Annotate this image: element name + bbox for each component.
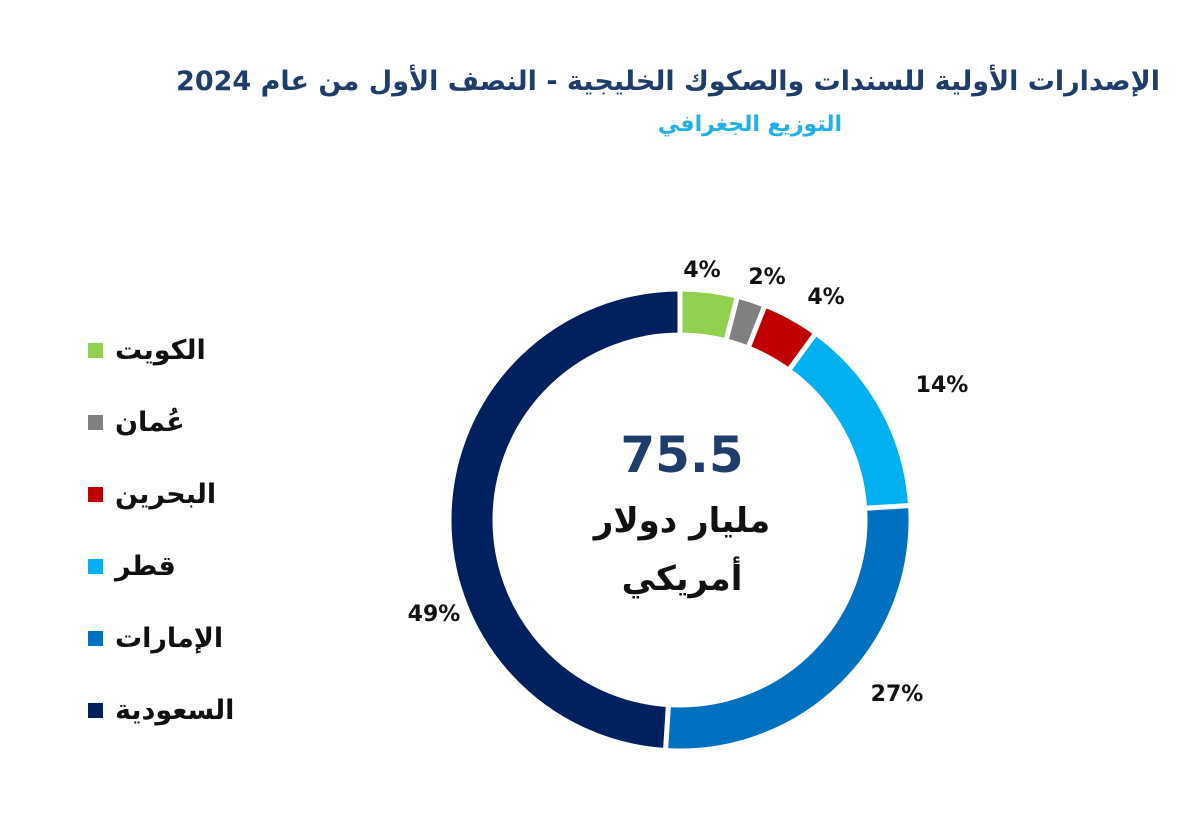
- center-label-line1: مليار دولار: [592, 501, 770, 541]
- legend-swatch: [88, 558, 103, 574]
- legend-item: عُمان: [88, 402, 185, 442]
- center-value: 75.5: [620, 426, 743, 484]
- legend-swatch: [88, 702, 103, 718]
- legend-swatch: [88, 414, 103, 430]
- slice-4: [785, 329, 914, 512]
- legend-item: السعودية: [88, 690, 234, 730]
- legend-item: الكويت: [88, 330, 206, 370]
- chart-subtitle: التوزيع الجغرافي: [657, 112, 843, 137]
- legend-label: الإمارات: [115, 622, 224, 654]
- legend-label: السعودية: [115, 694, 235, 726]
- data-label: 49%: [408, 602, 461, 627]
- data-label: 4%: [683, 258, 720, 283]
- legend-label: عُمان: [115, 406, 185, 438]
- data-label: 2%: [748, 265, 785, 290]
- legend-item: قطر: [88, 546, 176, 586]
- legend-item: الإمارات: [88, 618, 223, 658]
- legend-item: البحرين: [88, 474, 216, 514]
- legend-swatch: [88, 342, 103, 358]
- data-label: 27%: [871, 682, 924, 707]
- legend-swatch: [88, 486, 103, 502]
- legend-swatch: [88, 630, 103, 646]
- slice-6: [446, 286, 683, 754]
- chart-title: الإصدارات الأولية للسندات والصكوك الخليج…: [176, 66, 1160, 97]
- legend-label: قطر: [115, 550, 176, 582]
- legend-label: الكويت: [115, 334, 206, 366]
- data-label: 4%: [807, 285, 844, 310]
- legend-label: البحرين: [115, 478, 217, 510]
- center-label-line2: أمريكي: [622, 556, 743, 599]
- slice-5: [662, 502, 914, 754]
- data-label: 14%: [916, 373, 969, 398]
